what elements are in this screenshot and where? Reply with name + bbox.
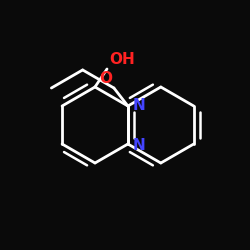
Text: N: N — [133, 98, 146, 114]
Text: OH: OH — [109, 52, 135, 67]
Text: O: O — [99, 71, 112, 86]
Text: N: N — [133, 138, 146, 154]
